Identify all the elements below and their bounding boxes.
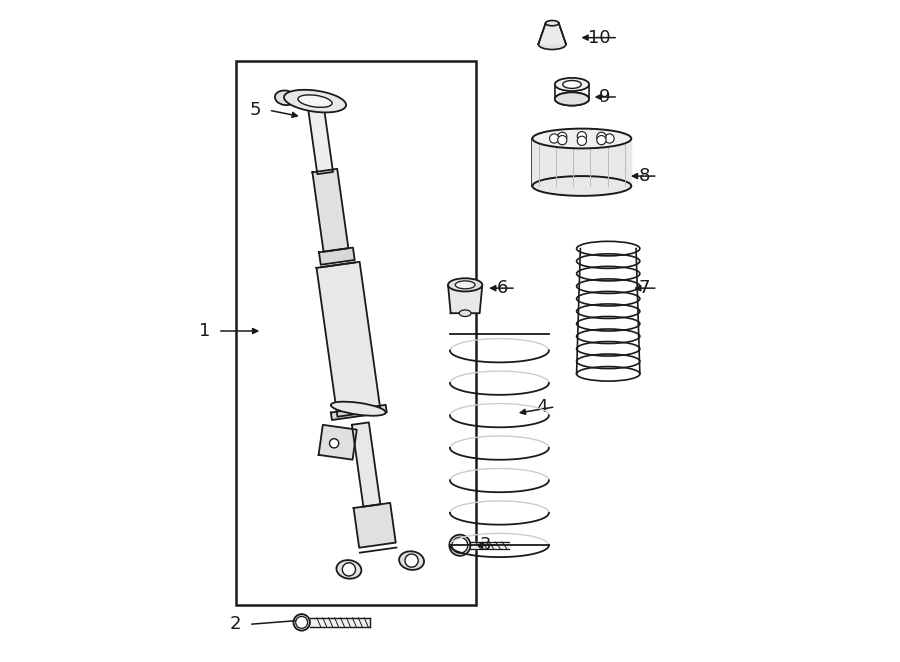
Text: 7: 7 <box>638 279 650 297</box>
Polygon shape <box>331 405 387 420</box>
Polygon shape <box>319 248 355 265</box>
Circle shape <box>550 134 559 143</box>
Text: 3: 3 <box>480 536 491 554</box>
Ellipse shape <box>399 551 424 570</box>
Circle shape <box>597 136 606 145</box>
Polygon shape <box>538 23 566 44</box>
Circle shape <box>296 616 308 628</box>
Ellipse shape <box>274 91 296 105</box>
Text: 9: 9 <box>598 88 610 106</box>
Ellipse shape <box>533 128 631 148</box>
Ellipse shape <box>554 93 590 105</box>
Circle shape <box>577 136 587 146</box>
Ellipse shape <box>337 560 362 579</box>
Ellipse shape <box>459 310 471 316</box>
Circle shape <box>577 132 587 141</box>
Polygon shape <box>471 542 508 549</box>
Ellipse shape <box>562 81 581 89</box>
Ellipse shape <box>455 281 475 289</box>
Text: 6: 6 <box>497 279 508 297</box>
Ellipse shape <box>533 176 631 196</box>
Polygon shape <box>312 169 348 252</box>
Circle shape <box>329 439 338 448</box>
Circle shape <box>605 134 614 143</box>
Ellipse shape <box>284 90 346 113</box>
Circle shape <box>558 132 567 142</box>
Polygon shape <box>354 503 396 547</box>
Circle shape <box>342 563 356 576</box>
Polygon shape <box>310 618 370 627</box>
Text: 2: 2 <box>230 616 241 634</box>
Polygon shape <box>317 261 381 416</box>
Circle shape <box>558 136 567 145</box>
Ellipse shape <box>448 278 482 291</box>
Ellipse shape <box>331 402 386 416</box>
Text: 8: 8 <box>638 167 650 185</box>
Circle shape <box>405 554 418 567</box>
Circle shape <box>452 538 468 553</box>
Text: 4: 4 <box>536 398 547 416</box>
Ellipse shape <box>545 21 559 26</box>
Ellipse shape <box>554 78 590 91</box>
Polygon shape <box>533 138 631 186</box>
FancyBboxPatch shape <box>236 61 476 604</box>
Ellipse shape <box>538 39 566 50</box>
Text: 1: 1 <box>199 322 210 340</box>
Polygon shape <box>307 95 333 174</box>
Polygon shape <box>448 285 482 313</box>
Ellipse shape <box>449 535 471 556</box>
Ellipse shape <box>554 93 590 105</box>
Text: 5: 5 <box>249 101 261 119</box>
Circle shape <box>597 132 606 142</box>
Polygon shape <box>319 425 356 459</box>
Polygon shape <box>352 422 381 506</box>
Ellipse shape <box>293 614 310 631</box>
Ellipse shape <box>298 95 332 107</box>
Text: 10: 10 <box>588 28 610 46</box>
